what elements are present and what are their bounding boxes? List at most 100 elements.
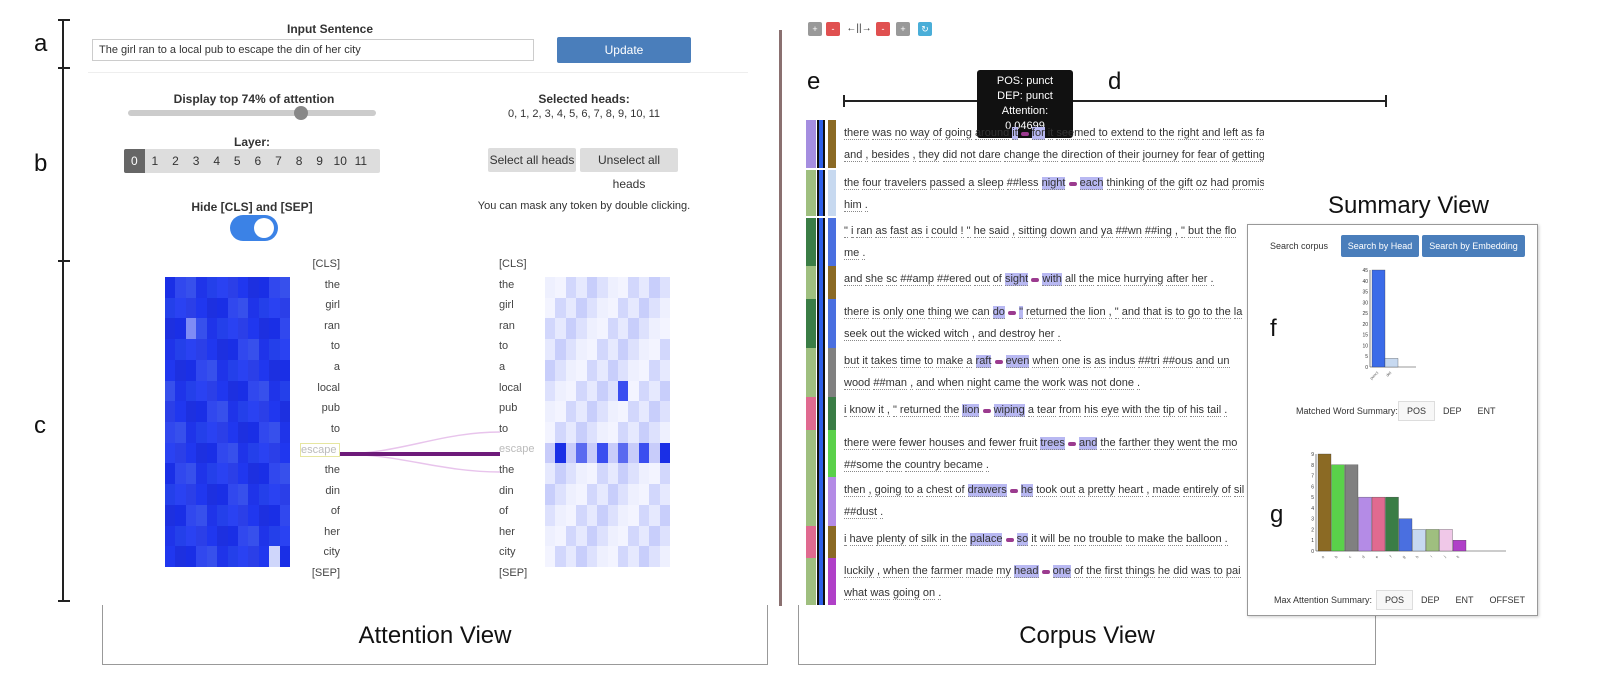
corpus-token[interactable]: his [1189,404,1205,417]
token-left[interactable]: din [325,484,340,497]
token-right[interactable]: pub [499,402,518,415]
corpus-token[interactable]: pai [1225,565,1241,578]
corpus-token[interactable]: the [951,533,967,546]
layer-option-11[interactable]: 11 [354,154,368,168]
corpus-token[interactable]: he [973,225,986,238]
corpus-token[interactable]: and [1195,355,1215,368]
corpus-token[interactable]: only [883,306,904,319]
corpus-token[interactable]: then [844,484,866,497]
corpus-token[interactable]: but [1188,225,1204,238]
corpus-token[interactable]: do [992,306,1005,319]
corpus-token[interactable]: ##dust [844,506,878,519]
corpus-token[interactable]: of [908,533,919,546]
corpus-token[interactable]: their [1118,149,1140,162]
corpus-token[interactable]: a [1078,484,1085,497]
corpus-token[interactable]: takes [870,355,898,368]
corpus-token[interactable]: can [971,306,990,319]
corpus-token[interactable]: of [1147,177,1157,190]
corpus-token[interactable]: , [1174,225,1178,238]
corpus-token[interactable]: it [878,404,884,417]
corpus-token[interactable]: the [844,177,860,190]
corpus-toolbar-button[interactable]: + [808,22,822,36]
summary-tab-pos[interactable]: POS [1398,401,1436,421]
corpus-token[interactable]: going [892,587,920,600]
token-left[interactable]: local [317,381,340,394]
layer-option-0[interactable]: 0 [124,149,145,173]
corpus-token[interactable]: things [1125,565,1155,578]
corpus-token[interactable]: it [1012,127,1018,140]
corpus-token[interactable]: change [1003,149,1040,162]
token-left[interactable]: a [333,361,340,373]
token-left[interactable]: pub [321,402,340,415]
corpus-token[interactable]: pretty [1087,484,1116,497]
corpus-token[interactable]: far [1255,127,1264,140]
corpus-token[interactable]: of [1074,565,1084,578]
corpus-token[interactable]: balloon [1186,533,1222,546]
corpus-token[interactable]: silk [921,533,937,546]
corpus-token[interactable]: . [1224,533,1228,546]
corpus-token[interactable]: fear [1197,149,1217,162]
corpus-token[interactable]: to [1125,533,1135,546]
corpus-token[interactable]: to [1175,306,1185,319]
corpus-token[interactable]: there [844,306,870,319]
corpus-token[interactable]: no [1073,533,1086,546]
corpus-token[interactable]: of [1105,149,1116,162]
slider-thumb[interactable] [294,106,308,120]
corpus-result-row[interactable]: there is only one thing we can do " retu… [844,301,1264,345]
token-left[interactable]: girl [325,299,340,312]
token-right[interactable]: of [499,505,509,518]
token-right[interactable]: local [499,381,522,394]
corpus-token[interactable]: a [968,177,975,190]
corpus-token[interactable]: when [1032,355,1059,368]
corpus-token[interactable]: when [883,565,910,578]
corpus-token[interactable]: was [872,127,892,140]
corpus-token[interactable]: out [974,273,990,286]
corpus-token[interactable]: trouble [1088,533,1123,546]
corpus-token[interactable]: her [1191,273,1208,286]
corpus-token[interactable]: what [844,587,868,600]
corpus-token[interactable]: out [1060,484,1076,497]
corpus-token[interactable]: thinking [1106,177,1145,190]
corpus-token[interactable]: witch [943,328,969,341]
summary-tab-dep[interactable]: DEP [1443,406,1462,416]
corpus-token[interactable]: he [1157,565,1171,578]
corpus-token[interactable]: he [1020,484,1034,497]
corpus-token[interactable]: no [894,127,908,140]
corpus-result-row[interactable]: luckily , when the farmer made my head o… [844,560,1264,604]
corpus-token[interactable]: down [1050,225,1077,238]
corpus-token[interactable]: to [1146,127,1157,140]
hide-cls-sep-toggle[interactable] [230,215,278,241]
input-sentence-field[interactable]: The girl ran to a local pub to escape th… [92,39,534,61]
corpus-token[interactable]: but [844,355,860,368]
corpus-token[interactable]: ##ing [1144,225,1172,238]
corpus-token[interactable]: the [1206,225,1222,238]
corpus-token[interactable]: is [1083,355,1092,368]
corpus-token[interactable]: . [862,247,866,260]
corpus-token[interactable]: un [1217,355,1230,368]
token-right[interactable]: the [499,278,515,291]
corpus-token[interactable]: a [916,484,923,497]
corpus-token[interactable]: the [1144,404,1160,417]
token-left[interactable]: to [330,340,340,353]
corpus-token[interactable]: fewer [899,437,926,450]
corpus-token[interactable]: of [955,484,965,497]
corpus-token[interactable]: " [1181,225,1185,238]
corpus-token[interactable]: , [971,328,975,341]
token-right[interactable]: [SEP] [499,567,528,579]
corpus-token[interactable]: go [1187,306,1201,319]
corpus-token[interactable]: oz [1195,177,1208,190]
corpus-token[interactable]: ! [960,225,964,238]
corpus-token[interactable]: after [1166,273,1189,286]
corpus-token[interactable]: made [965,565,994,578]
corpus-token[interactable]: with [1122,404,1142,417]
corpus-token[interactable]: came [993,377,1021,390]
corpus-token[interactable]: did [1173,565,1188,578]
corpus-token[interactable]: sil [1233,484,1245,497]
layer-option-7[interactable]: 7 [275,154,282,168]
corpus-token[interactable]: to [1203,306,1213,319]
corpus-toolbar-button[interactable]: - [826,22,840,36]
token-right[interactable]: ran [499,319,515,332]
corpus-token[interactable]: right [1177,127,1199,140]
corpus-result-row[interactable]: i know it , " returned the lion wiping a… [844,399,1264,421]
corpus-token[interactable]: night [966,377,991,390]
